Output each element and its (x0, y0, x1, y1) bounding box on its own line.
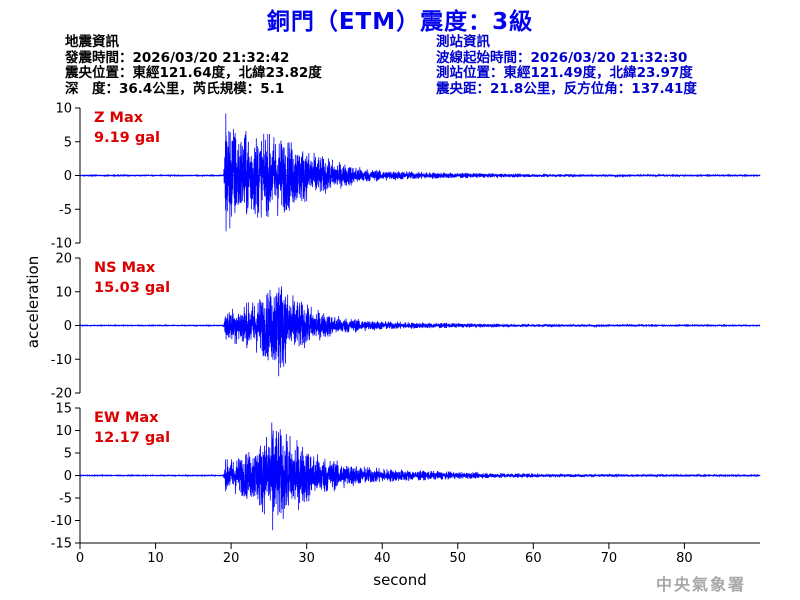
y-tick-label: -10 (51, 237, 72, 252)
epicentral-distance: 震央距：21.8公里，反方位角：137.41度 (436, 80, 697, 97)
peak-name-label: Z Max (94, 110, 144, 126)
earthquake-info-block: 地震資訊 發震時間：2026/03/20 21:32:42 震央位置：東經121… (65, 34, 322, 97)
x-tick-label: 60 (525, 551, 542, 566)
y-tick-label: -5 (59, 492, 72, 507)
waveform-trace-0 (79, 113, 761, 232)
y-tick-label: 10 (55, 102, 72, 117)
agency-logo-text: 中央氣象署 (656, 575, 747, 594)
record-start-time: 波線起始時間：2026/03/20 21:32:30 (436, 49, 688, 66)
y-axis-label: acceleration (24, 256, 42, 348)
y-tick-label: 10 (55, 285, 72, 300)
y-tick-label: -20 (51, 387, 72, 402)
station-location: 測站位置：東經121.49度，北緯23.97度 (436, 65, 693, 81)
waveform-trace-1 (79, 286, 761, 377)
depth-magnitude: 深 度：36.4公里，芮氏規模：5.1 (65, 80, 285, 97)
y-tick-label: 0 (64, 469, 72, 484)
x-tick-label: 70 (601, 551, 618, 566)
y-tick-label: 15 (55, 402, 72, 417)
x-tick-label: 0 (76, 551, 84, 566)
peak-name-label: NS Max (94, 260, 156, 276)
y-tick-label: 20 (55, 252, 72, 267)
earthquake-info-heading: 地震資訊 (65, 34, 119, 50)
station-info-heading: 測站資訊 (436, 34, 490, 50)
waveform-trace-2 (79, 422, 761, 531)
peak-name-label: EW Max (94, 410, 159, 426)
x-tick-label: 30 (298, 551, 315, 566)
x-tick-label: 40 (374, 551, 391, 566)
y-tick-label: 10 (55, 424, 72, 439)
peak-value-label: 12.17 gal (94, 430, 170, 446)
y-tick-label: -15 (51, 537, 72, 552)
y-tick-label: 0 (64, 319, 72, 334)
y-tick-label: -10 (51, 514, 72, 529)
x-axis-label: second (373, 571, 427, 589)
x-tick-label: 20 (223, 551, 240, 566)
station-info-block: 測站資訊 波線起始時間：2026/03/20 21:32:30 測站位置：東經1… (436, 34, 697, 97)
y-tick-label: -10 (51, 353, 72, 368)
y-tick-label: 5 (64, 447, 72, 462)
y-tick-label: 5 (64, 135, 72, 150)
origin-time: 發震時間：2026/03/20 21:32:42 (65, 49, 290, 66)
x-tick-label: 10 (147, 551, 164, 566)
y-tick-label: 0 (64, 169, 72, 184)
x-tick-label: 50 (450, 551, 467, 566)
epicenter-location: 震央位置：東經121.64度，北緯23.82度 (65, 65, 322, 81)
peak-value-label: 15.03 gal (94, 280, 170, 296)
page-title: 銅門（ETM）震度：3級 (266, 9, 534, 35)
peak-value-label: 9.19 gal (94, 130, 160, 146)
x-tick-label: 80 (676, 551, 693, 566)
y-tick-label: -5 (59, 203, 72, 218)
